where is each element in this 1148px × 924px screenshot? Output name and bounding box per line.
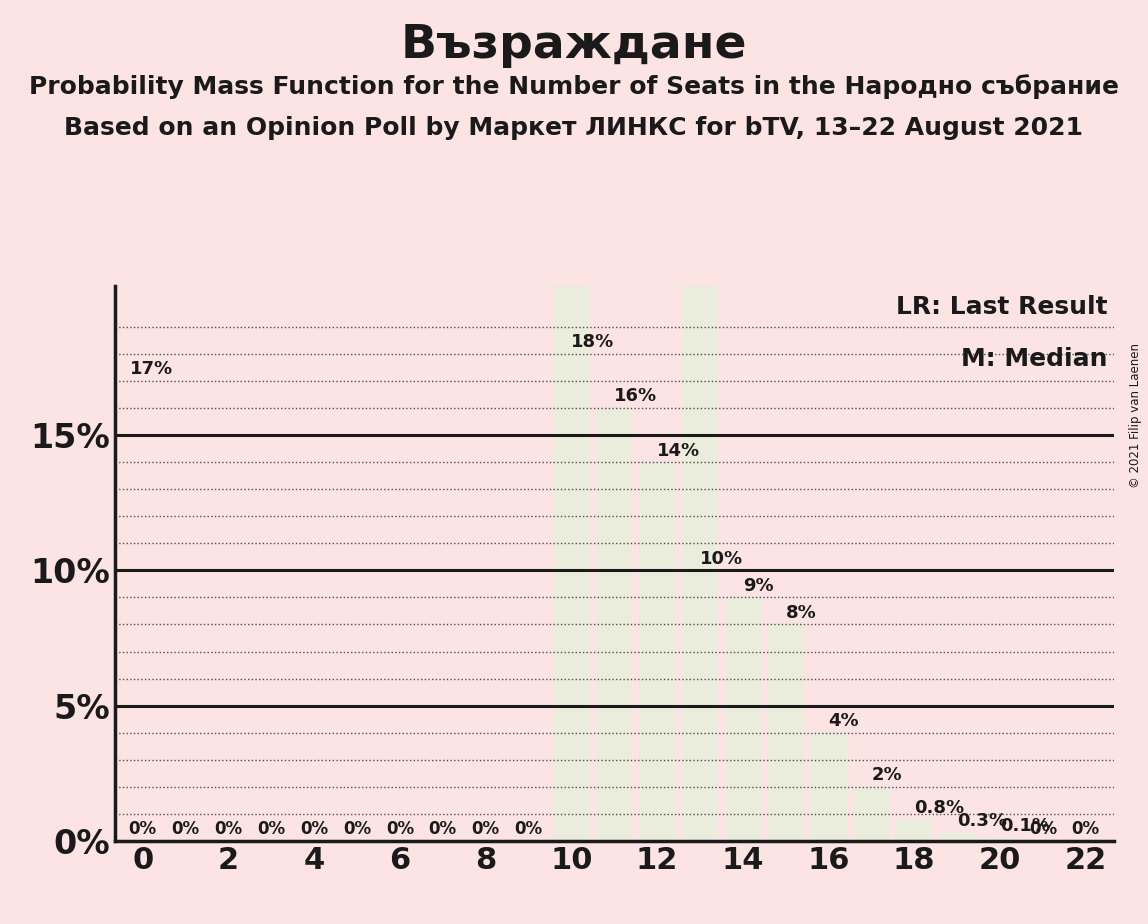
Text: Based on an Opinion Poll by Маркет ЛИНКС for bTV, 13–22 August 2021: Based on an Opinion Poll by Маркет ЛИНКС… [64,116,1084,140]
Text: 0%: 0% [171,821,200,838]
Text: 0%: 0% [215,821,242,838]
Text: 0%: 0% [343,821,371,838]
Bar [810,733,847,841]
Text: 0%: 0% [514,821,543,838]
Text: Възраждане: Възраждане [401,23,747,68]
Text: 0%: 0% [257,821,286,838]
Text: 17%: 17% [130,360,173,379]
Text: 0%: 0% [1029,821,1057,838]
Bar [982,838,1018,841]
Bar [853,786,890,841]
Bar [767,625,804,841]
Bar [553,354,590,841]
Text: 0%: 0% [1071,821,1100,838]
Text: 0.3%: 0.3% [957,812,1007,830]
Text: 18%: 18% [572,334,614,351]
Text: M: Median: M: Median [961,347,1107,371]
Text: 0%: 0% [300,821,328,838]
Text: 2%: 2% [871,766,902,784]
Bar [553,286,590,841]
Text: 0%: 0% [129,821,157,838]
Text: 9%: 9% [743,577,774,595]
Text: 14%: 14% [657,442,700,459]
Text: 4%: 4% [829,712,859,730]
Text: 0%: 0% [428,821,457,838]
Text: Probability Mass Function for the Number of Seats in the Народно събрание: Probability Mass Function for the Number… [29,74,1119,99]
Bar [724,598,761,841]
Bar [638,462,675,841]
Bar [897,820,932,841]
Bar [939,833,976,841]
Text: 0.8%: 0.8% [914,798,964,817]
Text: 0%: 0% [472,821,499,838]
Text: 0%: 0% [386,821,414,838]
Text: © 2021 Filip van Laenen: © 2021 Filip van Laenen [1130,344,1142,488]
Bar [682,286,719,841]
Bar [682,570,719,841]
Text: 8%: 8% [785,603,816,622]
Text: 0.1%: 0.1% [1000,818,1050,835]
Text: 16%: 16% [614,387,658,406]
Text: 10%: 10% [700,550,743,567]
Bar [596,408,633,841]
Text: LR: Last Result: LR: Last Result [895,295,1107,319]
